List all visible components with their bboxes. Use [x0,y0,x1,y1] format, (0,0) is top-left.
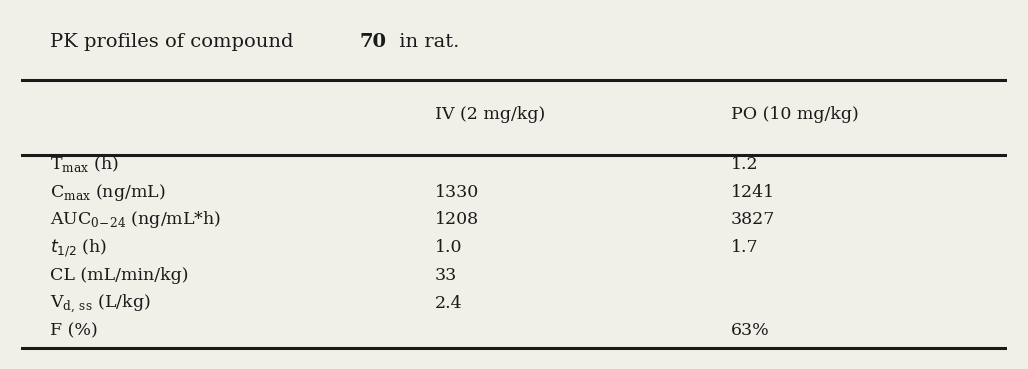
Text: 1330: 1330 [435,184,479,201]
Text: 1208: 1208 [435,211,479,228]
Text: 63%: 63% [731,323,770,339]
Text: $\mathregular{T}_{\mathregular{max}}$ (h): $\mathregular{T}_{\mathregular{max}}$ (h… [50,154,119,174]
Text: $\mathregular{AUC}_{\mathregular{0\!-\!24}}$ (ng/mL*h): $\mathregular{AUC}_{\mathregular{0\!-\!2… [50,209,221,230]
Text: $\mathit{t}_{1/2}$ (h): $\mathit{t}_{1/2}$ (h) [50,237,108,259]
Text: 70: 70 [360,34,387,52]
Text: 2.4: 2.4 [435,294,463,312]
Text: 1241: 1241 [731,184,775,201]
Text: $\mathregular{V}_{\mathregular{d,\,ss}}$ (L/kg): $\mathregular{V}_{\mathregular{d,\,ss}}$… [50,293,151,315]
Text: F (%): F (%) [50,323,98,339]
Text: 1.0: 1.0 [435,239,463,256]
Text: 33: 33 [435,267,457,284]
Text: PO (10 mg/kg): PO (10 mg/kg) [731,106,858,123]
Text: CL (mL/min/kg): CL (mL/min/kg) [50,267,189,284]
Text: 1.7: 1.7 [731,239,759,256]
Text: PK profiles of compound: PK profiles of compound [50,34,300,52]
Text: $\mathregular{C}_{\mathregular{max}}$ (ng/mL): $\mathregular{C}_{\mathregular{max}}$ (n… [50,182,166,203]
Text: in rat.: in rat. [393,34,460,52]
Text: 3827: 3827 [731,211,775,228]
Text: 1.2: 1.2 [731,156,759,173]
Text: IV (2 mg/kg): IV (2 mg/kg) [435,106,545,123]
